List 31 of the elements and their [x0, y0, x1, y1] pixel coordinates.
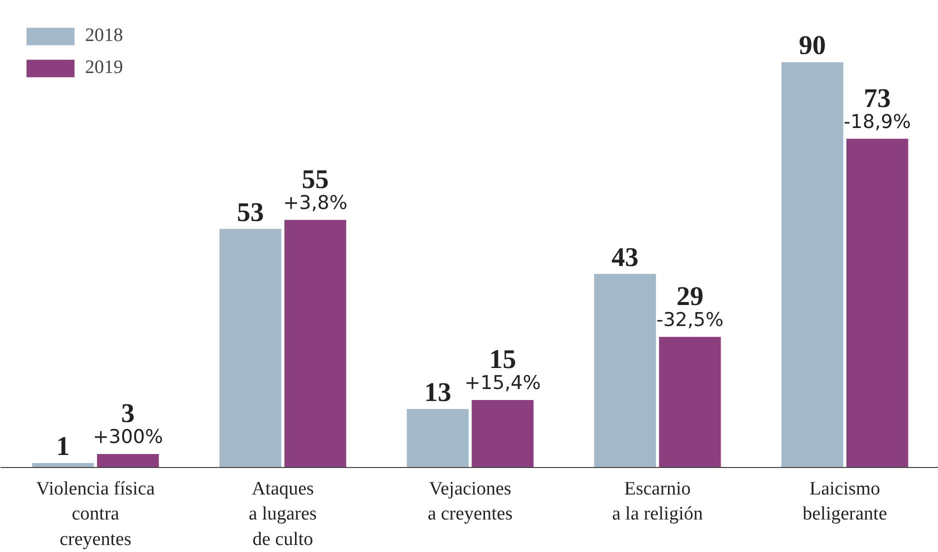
data-label: 53	[236, 196, 264, 227]
bar	[846, 138, 908, 468]
annotation: +3,8%	[283, 192, 348, 214]
legend-label: 2018	[85, 25, 123, 47]
data-label: 55	[302, 164, 329, 194]
bar	[472, 400, 534, 468]
data-label: 3	[121, 398, 135, 428]
data-label: 90	[798, 30, 826, 60]
x-tick-label: Violencia física contra creyentes	[36, 478, 156, 550]
data-label: 73	[864, 82, 891, 113]
data-label: 29	[676, 280, 704, 311]
annotation: +15,4%	[464, 372, 541, 394]
annotation: -32,5%	[656, 308, 724, 331]
x-tick-label: Vejaciones a creyentes	[428, 478, 513, 525]
bar	[406, 408, 469, 468]
bar	[219, 228, 282, 468]
data-label: 15	[489, 344, 516, 374]
x-tick-label: Laicismo beligerante	[802, 478, 888, 525]
legend-label: 2019	[85, 57, 123, 79]
bar	[97, 454, 159, 468]
bar	[594, 274, 656, 468]
bar	[284, 220, 346, 468]
data-label: 1	[56, 430, 70, 461]
bar	[781, 62, 844, 468]
annotation: -18,9%	[844, 110, 911, 133]
annotation: +300%	[92, 426, 164, 448]
x-tick-label: Escarnio a la religión	[612, 478, 704, 525]
bar	[659, 336, 721, 468]
data-label: 43	[612, 242, 639, 272]
x-tick-label: Ataques a lugares de culto	[248, 478, 317, 550]
data-label: 13	[424, 376, 452, 407]
